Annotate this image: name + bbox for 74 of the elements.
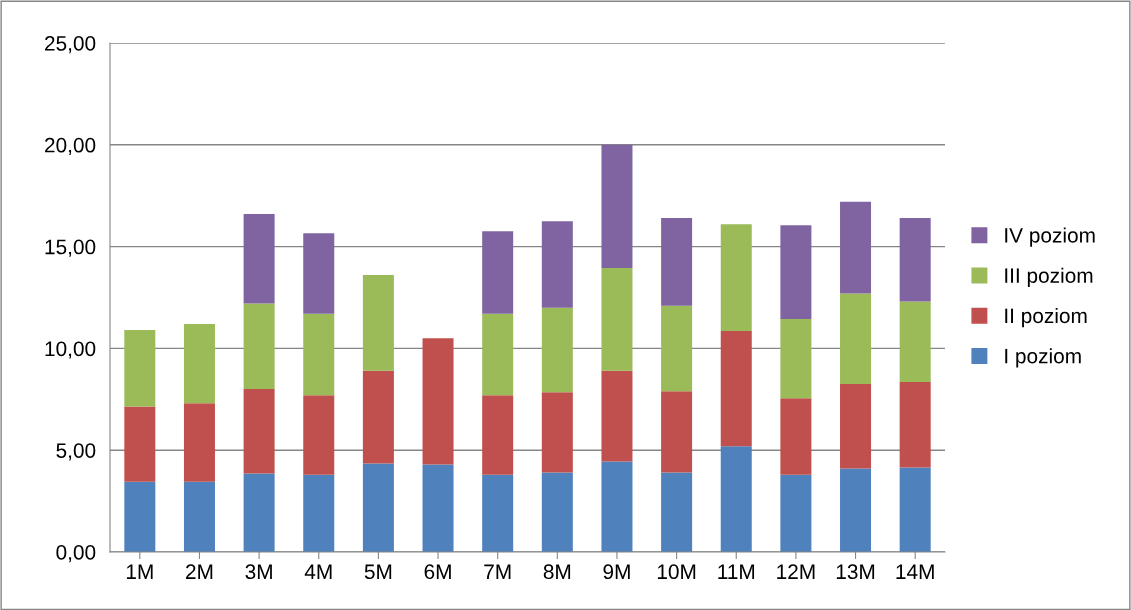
bar <box>183 323 215 404</box>
bar <box>780 474 812 552</box>
bar <box>303 395 335 475</box>
legend-label: IV poziom <box>1005 227 1095 247</box>
bar <box>422 464 454 552</box>
bar <box>362 463 394 552</box>
bar <box>601 267 633 371</box>
bar <box>661 305 693 392</box>
bar <box>124 330 156 407</box>
bar <box>124 481 156 552</box>
bar <box>720 331 752 447</box>
bar <box>661 218 693 306</box>
y-tick-label: 10,00 <box>45 341 96 359</box>
x-tick-label: 8M <box>543 564 571 580</box>
x-tick-label: 5M <box>364 564 392 580</box>
y-tick-label: 0,00 <box>56 545 96 563</box>
bar <box>899 467 931 552</box>
bar <box>899 381 931 468</box>
x-tick-label: 4M <box>304 564 332 579</box>
x-tick-label: 1M <box>126 564 153 579</box>
x-tick-label: 6M <box>424 564 451 580</box>
bar <box>840 293 872 385</box>
x-tick-label: 2M <box>186 564 213 579</box>
bar <box>183 403 215 482</box>
bar <box>362 370 394 464</box>
bar <box>243 389 275 474</box>
bar <box>840 201 872 294</box>
bar <box>541 307 573 393</box>
bar <box>541 472 573 552</box>
bar <box>482 231 514 314</box>
x-tick-label: 13M <box>836 564 875 580</box>
bar <box>303 474 335 552</box>
bar <box>541 392 573 473</box>
legend-label: I poziom <box>1005 348 1081 368</box>
bar <box>899 218 931 302</box>
bar <box>601 144 633 268</box>
x-tick-label: 9M <box>603 564 630 580</box>
bar <box>899 301 931 382</box>
bar <box>661 391 693 473</box>
bar <box>840 468 872 552</box>
bar <box>780 225 812 319</box>
bar <box>780 398 812 475</box>
bar <box>601 370 633 462</box>
y-tick-label: 20,00 <box>45 137 96 156</box>
bar <box>482 474 514 552</box>
legend-label: III poziom <box>1005 267 1093 288</box>
x-tick-label: 7M <box>484 564 511 579</box>
bar <box>720 446 752 552</box>
x-tick-label: 14M <box>896 564 934 579</box>
bar <box>601 461 633 552</box>
x-tick-label: 12M <box>777 564 815 579</box>
bar <box>303 313 335 396</box>
x-tick-label: 3M <box>245 564 272 580</box>
y-tick-label: 15,00 <box>45 239 96 257</box>
x-tick-label: 11M <box>718 564 755 579</box>
bar <box>183 481 215 552</box>
y-tick-label: 25,00 <box>45 36 96 54</box>
legend-label: II poziom <box>1005 307 1087 328</box>
bar <box>124 406 156 482</box>
bar <box>661 472 693 552</box>
bar <box>720 224 752 332</box>
bar <box>422 338 454 465</box>
bar <box>482 395 514 475</box>
bar <box>243 214 275 304</box>
bar <box>840 384 872 469</box>
bar <box>362 275 394 371</box>
bar <box>780 318 812 399</box>
bar <box>243 303 275 390</box>
bar <box>243 473 275 552</box>
x-tick-label: 10M <box>657 564 696 580</box>
bar <box>541 221 573 308</box>
bar <box>482 313 514 396</box>
y-tick-label: 5,00 <box>56 443 96 461</box>
bar <box>303 233 335 314</box>
